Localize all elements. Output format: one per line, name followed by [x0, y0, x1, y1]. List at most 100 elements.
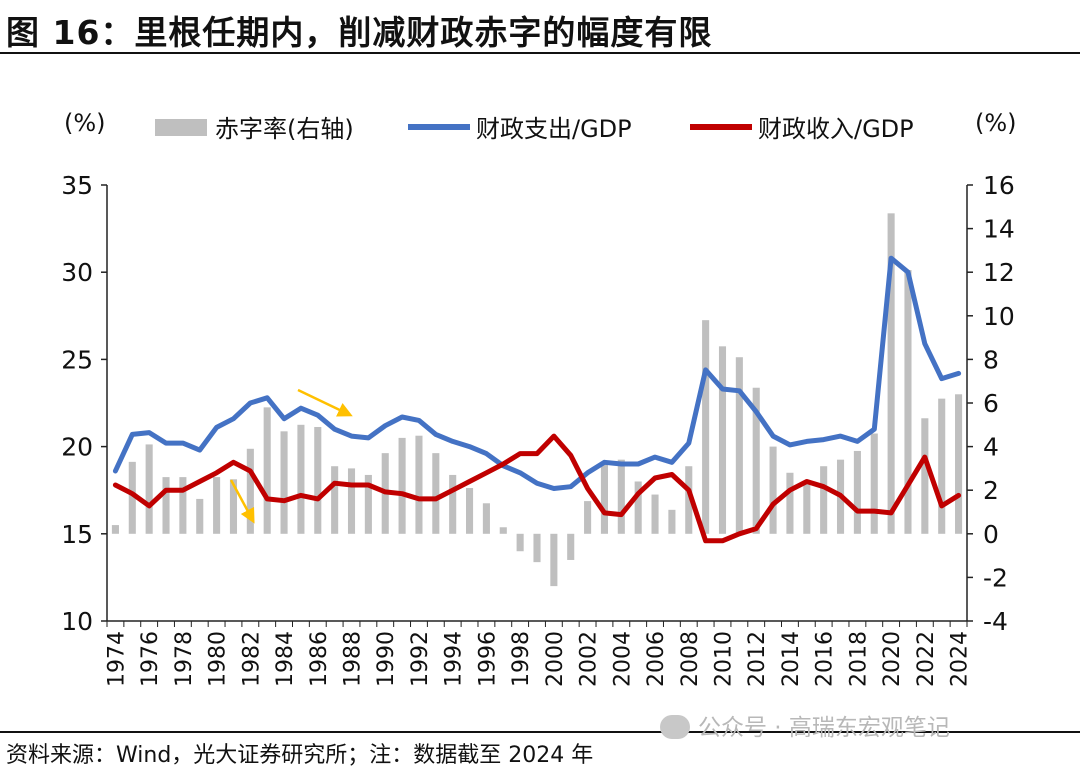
annotations — [229, 388, 353, 524]
legend-deficit: 赤字率(右轴) — [155, 115, 354, 143]
left-tick-label-20: 20 — [61, 433, 93, 462]
bar-2019 — [870, 433, 878, 534]
x-tick-label-2004: 2004 — [610, 631, 635, 687]
right-tick-label--4: -4 — [983, 607, 1008, 636]
right-tick-label-14: 14 — [983, 215, 1015, 244]
x-tick-label-1982: 1982 — [239, 631, 264, 687]
x-tick-label-1974: 1974 — [104, 631, 129, 687]
source-note: 资料来源：Wind，光大证券研究所；注：数据截至 2024 年 — [6, 743, 594, 768]
bar-2004 — [617, 459, 625, 534]
left-tick-label-30: 30 — [61, 258, 93, 287]
bar-2009 — [702, 320, 710, 534]
right-tick-label--2: -2 — [983, 563, 1008, 592]
bar-1981 — [229, 479, 238, 534]
bar-1993 — [432, 453, 440, 534]
left-tick-label-35: 35 — [61, 171, 93, 200]
bar-1988 — [347, 468, 356, 534]
bar-1983 — [263, 407, 271, 534]
right-tick-label-6: 6 — [983, 389, 999, 418]
right-tick-label-4: 4 — [983, 433, 999, 462]
chart-title: 图 16：里根任期内，削减财政赤字的幅度有限 — [6, 13, 713, 52]
x-tick-label-1990: 1990 — [374, 631, 399, 687]
legend-deficit-swatch — [155, 119, 207, 136]
bar-1994 — [449, 474, 457, 534]
x-tick-label-1986: 1986 — [307, 631, 332, 687]
right-tick-label-2: 2 — [983, 476, 999, 505]
bar-1982 — [246, 448, 254, 534]
x-tick-label-1992: 1992 — [408, 631, 433, 687]
axes: 10 15 20 25 30 35 -4 -2 0 2 4 6 8 10 12 14 16 1974 1976 197… — [61, 171, 1015, 687]
bar-1986 — [314, 426, 322, 534]
bar-1998 — [516, 533, 524, 552]
left-axis-unit: (%) — [64, 109, 106, 137]
bar-1976 — [145, 444, 153, 534]
x-tick-label-1988: 1988 — [341, 631, 366, 687]
title-divider — [0, 52, 1080, 54]
x-tick-label-2022: 2022 — [914, 631, 939, 687]
bar-1995 — [466, 488, 474, 534]
bar-1987 — [331, 466, 339, 534]
bar-2000 — [550, 533, 558, 587]
right-tick-label-12: 12 — [983, 258, 1015, 287]
x-tick-label-2000: 2000 — [543, 631, 568, 687]
x-tick-label-1976: 1976 — [138, 631, 163, 687]
bar-2022 — [921, 418, 929, 534]
right-tick-label-0: 0 — [983, 520, 999, 549]
bar-1999 — [533, 533, 541, 563]
bar-2023 — [938, 398, 946, 534]
x-tick-label-1984: 1984 — [273, 631, 298, 687]
left-tick-label-10: 10 — [61, 607, 93, 636]
bar-2024 — [955, 394, 963, 534]
bar-1979 — [196, 498, 204, 534]
x-tick-label-1996: 1996 — [475, 631, 500, 687]
watermark: 公众号 · 高瑞东宏观笔记 — [660, 708, 950, 742]
right-tick-label-8: 8 — [983, 345, 999, 374]
bar-1997 — [499, 527, 507, 534]
bar-2002 — [584, 501, 592, 534]
x-tick-label-2014: 2014 — [779, 631, 804, 687]
bar-2021 — [904, 270, 912, 534]
chart: 10 15 20 25 30 35 -4 -2 0 2 4 6 8 10 12 14 16 1974 1976 197… — [61, 109, 1017, 687]
bar-2020 — [887, 213, 895, 534]
right-tick-label-10: 10 — [983, 302, 1015, 331]
bar-2018 — [853, 450, 861, 534]
bar-1975 — [128, 461, 136, 534]
bar-1978 — [179, 477, 187, 534]
x-tick-label-2016: 2016 — [813, 631, 838, 687]
bar-1974 — [111, 525, 119, 534]
x-tick-label-1994: 1994 — [442, 631, 467, 687]
x-tick-label-2012: 2012 — [745, 631, 770, 687]
wechat-icon — [660, 715, 690, 739]
bar-1977 — [162, 477, 170, 534]
annotation-arrow-2 — [229, 479, 255, 524]
x-tick-label-1978: 1978 — [172, 631, 197, 687]
bar-2011 — [735, 357, 743, 534]
left-tick-label-25: 25 — [61, 345, 93, 374]
bar-2001 — [567, 533, 575, 560]
bar-2012 — [752, 387, 760, 534]
legend-revenue: 财政收入/GDP — [690, 115, 914, 143]
bar-2007 — [668, 509, 676, 534]
bar-1985 — [297, 424, 305, 534]
x-tick-label-2008: 2008 — [678, 631, 703, 687]
x-tick-label-2020: 2020 — [880, 631, 905, 687]
left-tick-label-15: 15 — [61, 520, 93, 549]
x-tick-label-2006: 2006 — [644, 631, 669, 687]
bar-2013 — [769, 446, 777, 534]
legend-deficit-label: 赤字率(右轴) — [215, 115, 354, 143]
bar-1980 — [213, 477, 221, 534]
bar-1991 — [398, 437, 406, 534]
bar-2005 — [634, 481, 642, 534]
annotation-arrow-1 — [297, 388, 353, 417]
bar-2010 — [718, 346, 727, 534]
x-tick-label-2002: 2002 — [577, 631, 602, 687]
bar-1989 — [364, 474, 372, 534]
bar-1992 — [415, 435, 423, 534]
bar-2006 — [651, 494, 659, 534]
bar-2016 — [820, 466, 828, 534]
x-tick-label-1998: 1998 — [509, 631, 534, 687]
right-axis-unit: (%) — [975, 109, 1017, 137]
lines — [112, 255, 962, 544]
deficit-bars — [111, 213, 963, 587]
bar-1984 — [280, 431, 288, 534]
